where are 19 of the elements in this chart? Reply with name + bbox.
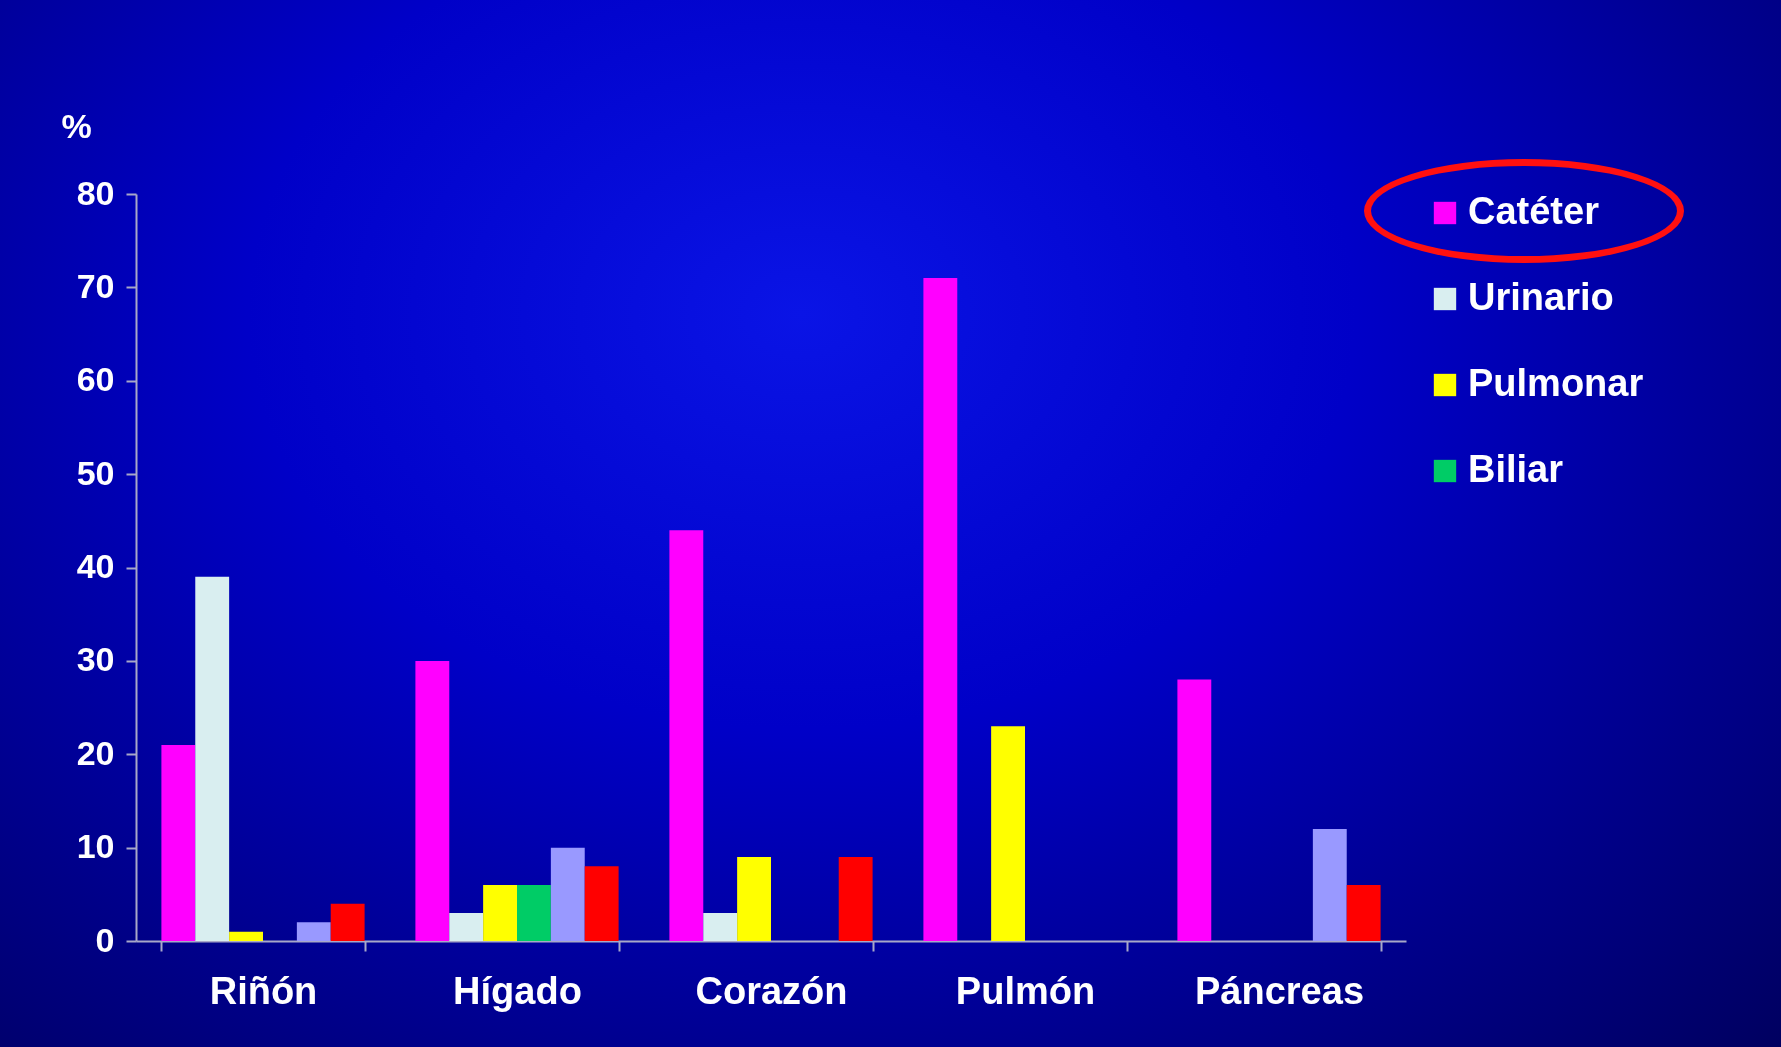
y-tick-label: 10 <box>76 827 115 866</box>
y-tick-label: 60 <box>76 360 115 399</box>
legend-label: Biliar <box>1468 448 1564 490</box>
x-tick-label: Pulmón <box>955 969 1096 1012</box>
y-tick-label: 50 <box>76 453 115 492</box>
legend-label: Pulmonar <box>1468 362 1644 404</box>
x-tick-label: Páncreas <box>1194 969 1365 1012</box>
x-tick-label: Riñón <box>209 969 318 1012</box>
y-tick-label: 20 <box>76 733 115 772</box>
y-tick-label: 0 <box>95 920 115 959</box>
y-tick-label: 70 <box>76 266 115 305</box>
y-tick-label: 80 <box>76 173 115 212</box>
legend-label: Catéter <box>1468 190 1600 232</box>
y-tick-label: 30 <box>76 640 115 679</box>
x-tick-label: Corazón <box>695 969 848 1012</box>
x-tick-label: Hígado <box>453 969 582 1012</box>
y-axis-title: % <box>61 106 92 145</box>
legend-label: Urinario <box>1468 276 1614 318</box>
y-tick-label: 40 <box>76 547 115 585</box>
